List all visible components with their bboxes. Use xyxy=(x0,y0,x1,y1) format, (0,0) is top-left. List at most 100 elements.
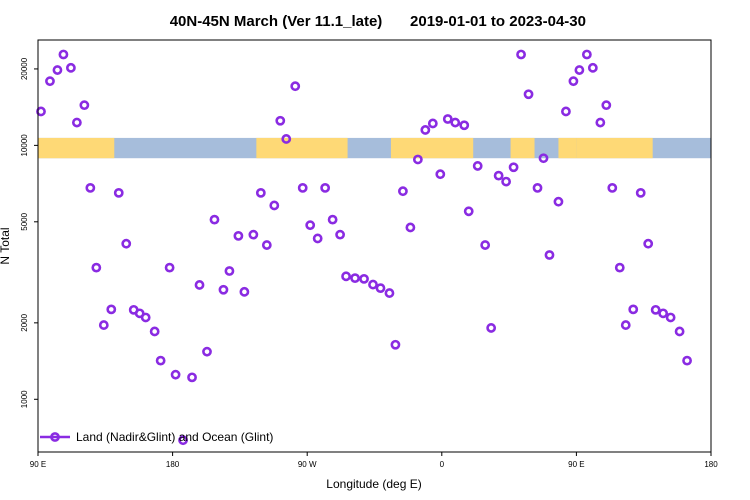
x-axis-label: Longitude (deg E) xyxy=(326,477,421,491)
data-point xyxy=(335,229,346,240)
data-point xyxy=(85,182,96,193)
y-axis-label: N Total xyxy=(0,227,12,264)
data-point xyxy=(194,280,205,290)
data-point xyxy=(52,65,63,75)
data-point xyxy=(297,182,308,193)
data-point xyxy=(420,125,431,135)
data-point xyxy=(595,117,606,128)
y-tick-label: 2000 xyxy=(20,313,29,331)
data-point xyxy=(501,176,512,187)
y-axis: 1000 2000 5000 10000 20000 xyxy=(20,57,38,408)
data-point xyxy=(36,106,46,117)
data-point xyxy=(486,323,497,333)
data-point xyxy=(398,186,408,197)
data-point xyxy=(643,238,654,249)
data-point xyxy=(553,196,564,207)
legend-label: Land (Nadir&Glint) and Ocean (Glint) xyxy=(76,430,273,444)
data-point xyxy=(320,182,331,193)
data-point xyxy=(561,106,571,117)
data-point xyxy=(435,169,446,180)
data-point xyxy=(682,355,692,366)
data-point xyxy=(79,100,90,111)
y-tick-label: 5000 xyxy=(20,212,29,230)
data-point xyxy=(305,220,316,231)
data-point xyxy=(71,117,82,128)
data-point xyxy=(224,266,235,276)
data-point xyxy=(516,49,526,60)
data-point xyxy=(202,346,212,357)
data-point xyxy=(248,229,259,240)
data-point xyxy=(341,271,351,282)
data-point xyxy=(412,154,423,165)
data-point xyxy=(581,49,592,60)
legend-marker-icon xyxy=(50,432,60,442)
data-point xyxy=(255,187,266,198)
data-point xyxy=(405,222,416,233)
data-point xyxy=(628,304,639,315)
data-point xyxy=(674,326,685,337)
data-point xyxy=(58,49,69,60)
land-segment xyxy=(576,137,653,159)
chart-title-right: 2019-01-01 to 2023-04-30 xyxy=(410,13,586,30)
data-point xyxy=(480,240,491,250)
data-point xyxy=(368,279,378,290)
data-point xyxy=(178,435,188,446)
data-point xyxy=(538,153,549,164)
data-point xyxy=(275,115,286,126)
landmask-band xyxy=(38,137,711,159)
data-point xyxy=(261,240,272,250)
data-point xyxy=(233,231,244,241)
data-point xyxy=(635,187,646,198)
data-point xyxy=(66,62,76,73)
y-tick-label: 10000 xyxy=(20,134,29,157)
land-segment xyxy=(510,137,535,159)
data-point xyxy=(269,200,280,211)
data-point xyxy=(187,372,197,383)
data-point xyxy=(106,304,117,315)
data-point xyxy=(463,206,474,217)
data-point xyxy=(620,320,631,330)
data-point xyxy=(532,182,543,193)
data-point xyxy=(98,320,109,330)
data-point xyxy=(459,120,470,131)
data-point xyxy=(113,187,124,198)
data-point xyxy=(508,162,519,173)
data-points xyxy=(36,49,692,446)
y-tick-label: 20000 xyxy=(20,57,29,80)
data-point xyxy=(375,283,386,294)
x-tick-label: 180 xyxy=(704,460,718,469)
data-point xyxy=(312,233,323,244)
land-segment xyxy=(390,137,474,159)
x-tick-label: 90 W xyxy=(298,460,317,469)
data-point xyxy=(493,170,504,181)
land-segment xyxy=(558,137,577,159)
legend: Land (Nadir&Glint) and Ocean (Glint) xyxy=(40,430,273,444)
data-point xyxy=(587,62,598,73)
chart-title-left: 40N-45N March (Ver 11.1_late) xyxy=(170,13,383,30)
data-point xyxy=(140,312,151,323)
data-point xyxy=(442,114,453,124)
data-point xyxy=(568,76,579,87)
data-point xyxy=(650,304,661,315)
data-point xyxy=(601,100,612,111)
data-point xyxy=(384,288,395,298)
data-point xyxy=(327,214,338,225)
data-point xyxy=(665,312,676,323)
data-point xyxy=(574,65,585,75)
x-tick-label: 180 xyxy=(166,460,180,469)
data-point xyxy=(658,308,669,319)
data-point xyxy=(164,262,175,273)
data-point xyxy=(350,273,360,284)
chart-title: 40N-45N March (Ver 11.1_late) 2019-01-01… xyxy=(170,13,586,30)
x-axis: 90 E 180 90 W 0 90 E 180 xyxy=(30,452,718,469)
data-point xyxy=(290,81,301,92)
data-point xyxy=(91,262,102,273)
data-point xyxy=(359,273,369,284)
x-tick-label: 90 E xyxy=(568,460,584,469)
x-tick-label: 90 E xyxy=(30,460,46,469)
data-point xyxy=(614,262,625,273)
data-point xyxy=(281,134,292,144)
data-point xyxy=(450,117,461,128)
data-point xyxy=(218,284,229,295)
